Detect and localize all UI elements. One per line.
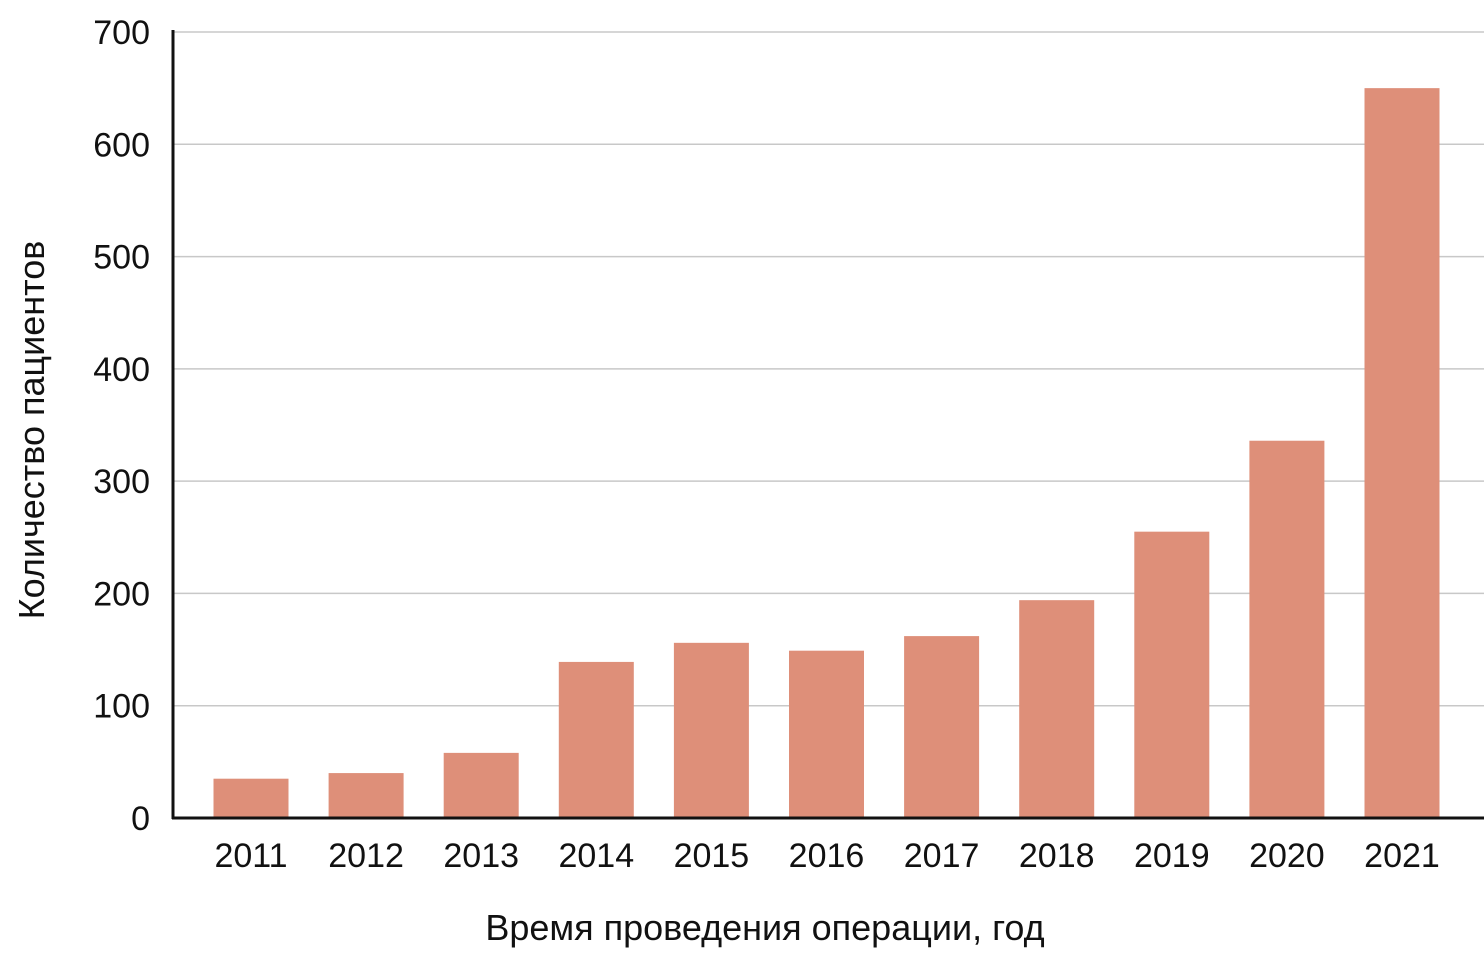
y-tick-label: 0 bbox=[131, 800, 150, 838]
y-tick-label: 100 bbox=[93, 688, 150, 726]
x-tick-label: 2012 bbox=[328, 837, 404, 875]
bar-2018 bbox=[1019, 600, 1095, 818]
y-tick-label: 600 bbox=[93, 126, 150, 164]
y-tick-label: 700 bbox=[93, 14, 150, 52]
x-tick-label: 2014 bbox=[558, 837, 634, 875]
bar-2015 bbox=[673, 642, 749, 818]
x-tick-label: 2013 bbox=[443, 837, 519, 875]
bar-2017 bbox=[904, 636, 980, 818]
x-tick-label: 2016 bbox=[789, 837, 865, 875]
x-tick-label: 2015 bbox=[674, 837, 750, 875]
bar-2019 bbox=[1134, 531, 1210, 818]
gridlines bbox=[173, 31, 1484, 707]
x-axis-label: Время проведения операции, год bbox=[485, 907, 1044, 948]
x-tick-label: 2021 bbox=[1364, 837, 1440, 875]
bar-2020 bbox=[1249, 440, 1325, 818]
bars bbox=[213, 88, 1440, 818]
bar-2012 bbox=[328, 773, 404, 818]
x-tick-label: 2018 bbox=[1019, 837, 1095, 875]
y-tick-labels: 0 100 200 300 400 500 600 700 bbox=[93, 14, 150, 838]
y-tick-label: 500 bbox=[93, 239, 150, 277]
x-tick-label: 2019 bbox=[1134, 837, 1210, 875]
y-tick-label: 200 bbox=[93, 575, 150, 613]
bar-2011 bbox=[213, 778, 289, 818]
x-tick-labels: 2011 2012 2013 2014 2015 2016 2017 2018 2019 2020… bbox=[214, 837, 1439, 875]
bar-2014 bbox=[558, 661, 634, 818]
bar-2013 bbox=[443, 752, 519, 818]
bar-2021 bbox=[1364, 88, 1440, 818]
x-tick-label: 2017 bbox=[904, 837, 980, 875]
x-tick-label: 2020 bbox=[1249, 837, 1325, 875]
y-tick-label: 400 bbox=[93, 351, 150, 389]
y-tick-label: 300 bbox=[93, 463, 150, 501]
y-axis-label: Количество пациентов bbox=[11, 241, 52, 620]
bar-2016 bbox=[789, 650, 864, 818]
x-tick-label: 2011 bbox=[214, 837, 287, 875]
